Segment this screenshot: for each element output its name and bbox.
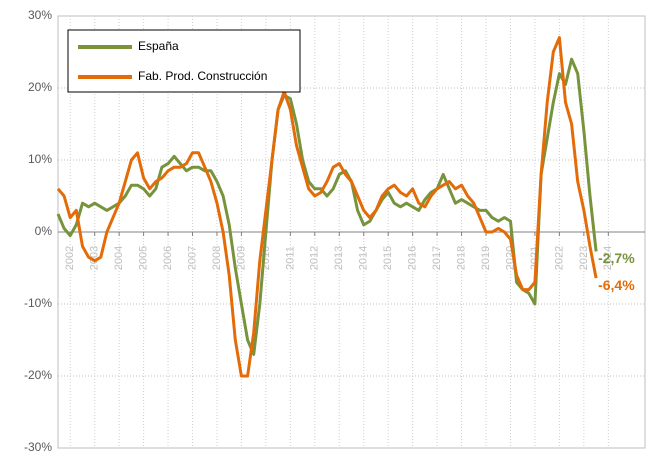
- legend-label: España: [138, 39, 179, 53]
- x-tick-label: 2017: [431, 246, 443, 270]
- x-tick-label: 2002: [64, 246, 76, 270]
- x-tick-label: 2015: [382, 246, 394, 270]
- legend-label: Fab. Prod. Construcción: [138, 69, 267, 83]
- x-tick-label: 2023: [578, 246, 590, 270]
- value-label: -6,4%: [598, 277, 635, 293]
- x-tick-label: 2022: [553, 246, 565, 270]
- value-label: -2,7%: [598, 250, 635, 266]
- x-tick-label: 2012: [309, 246, 321, 270]
- y-tick-label: 30%: [28, 8, 52, 22]
- x-tick-label: 2013: [333, 246, 345, 270]
- line: [56, 57, 598, 356]
- x-tick-label: 2011: [284, 246, 296, 270]
- x-tick-label: 2014: [358, 246, 370, 270]
- x-tick-label: 2004: [113, 246, 125, 270]
- x-tick-label: 2020: [504, 246, 516, 270]
- x-tick-label: 2019: [480, 246, 492, 270]
- x-tick-label: 2006: [162, 246, 174, 270]
- x-tick-label: 2018: [455, 246, 467, 270]
- y-tick-label: -30%: [24, 440, 52, 454]
- y-tick-label: -10%: [24, 296, 52, 310]
- x-tick-label: 2016: [407, 246, 419, 270]
- x-tick-label: 2024: [602, 246, 614, 270]
- x-tick-label: 2003: [89, 246, 101, 270]
- x-tick-label: 2009: [235, 246, 247, 270]
- y-tick-label: 10%: [28, 152, 52, 166]
- line: [56, 36, 598, 378]
- legend: [67, 29, 301, 93]
- x-tick-label: 2008: [211, 246, 223, 270]
- x-tick-label: 2005: [138, 246, 150, 270]
- x-tick-label: 2007: [186, 246, 198, 270]
- y-tick-label: -20%: [24, 368, 52, 382]
- y-tick-label: 20%: [28, 80, 52, 94]
- y-tick-label: 0%: [35, 224, 53, 238]
